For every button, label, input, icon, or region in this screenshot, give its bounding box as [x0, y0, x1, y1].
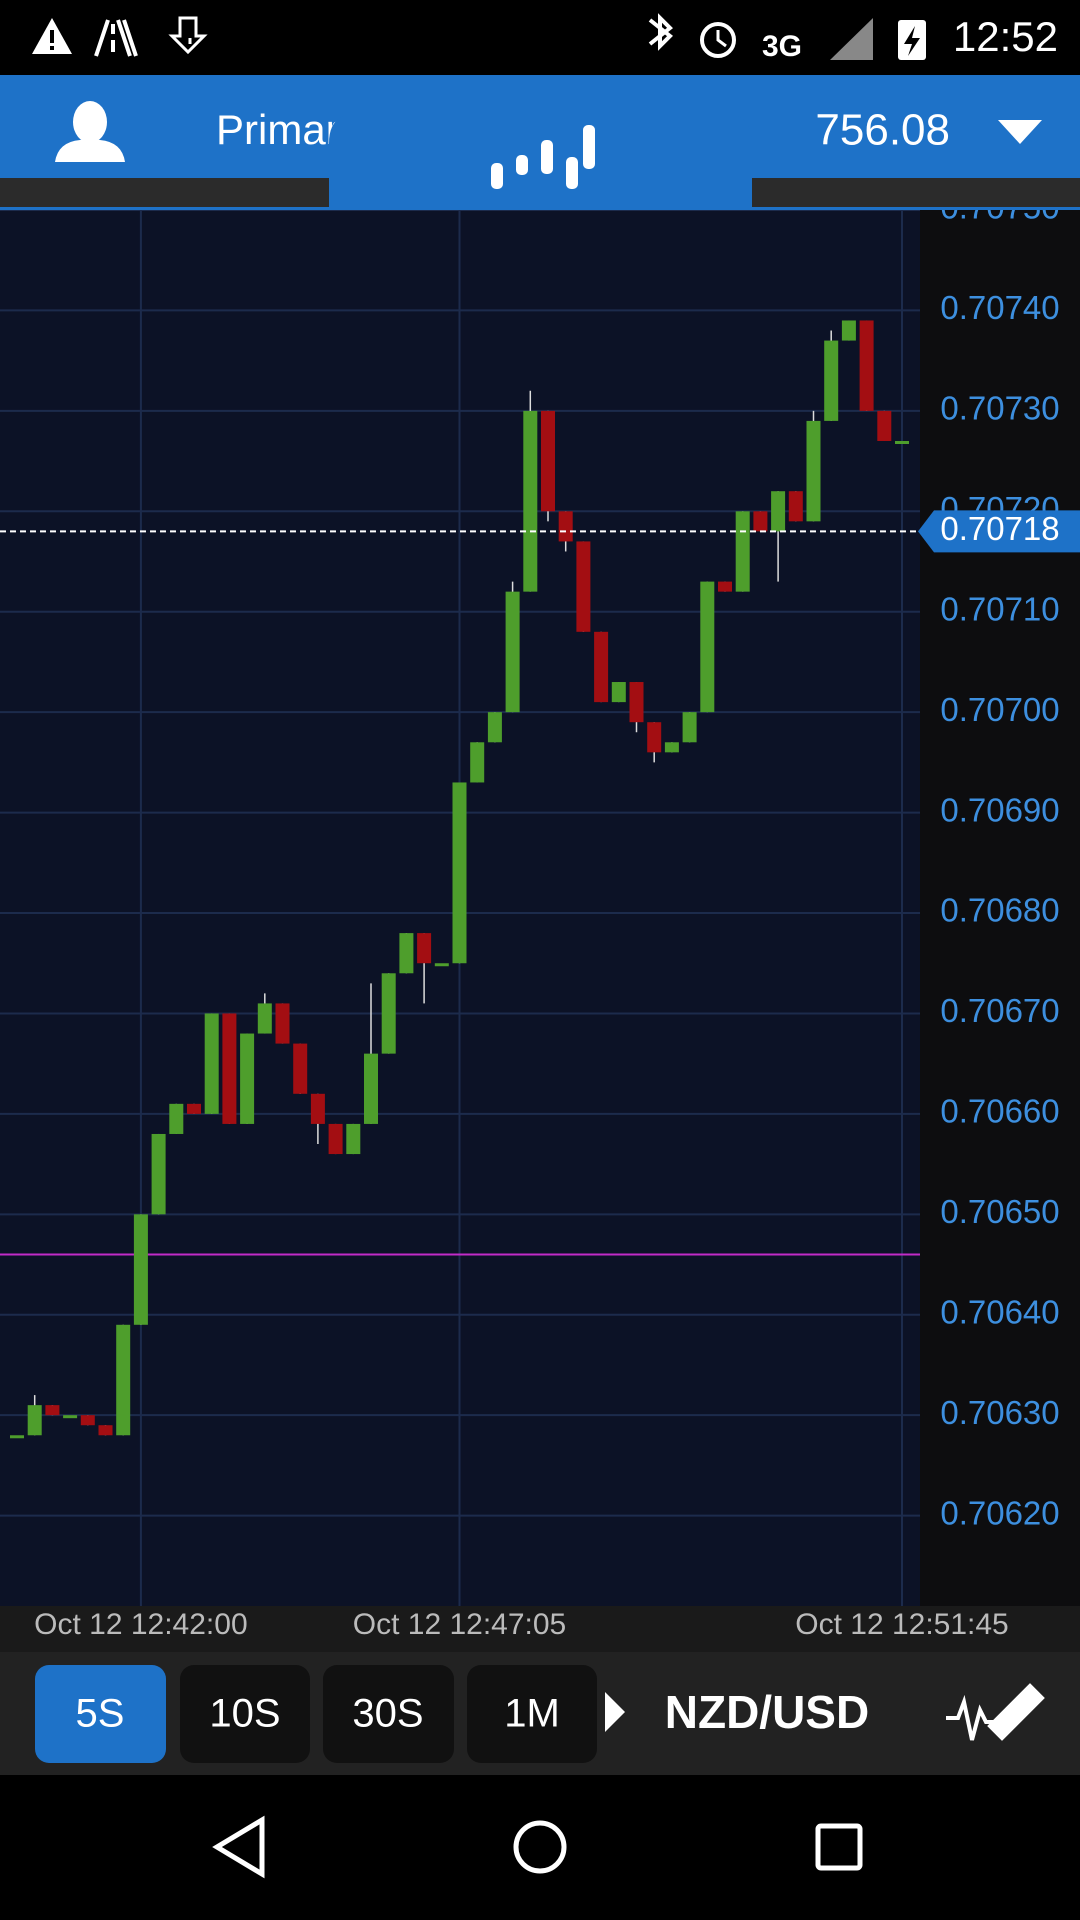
candle-body	[80, 1415, 95, 1426]
y-tick-label: 0.70690	[940, 791, 1059, 828]
candle-body	[594, 631, 609, 703]
balance: 756.08	[815, 106, 950, 155]
current-price-label: 0.70718	[940, 510, 1059, 547]
candle-body	[399, 933, 414, 974]
candle-body	[257, 1003, 272, 1034]
candle-body	[541, 410, 555, 512]
candle-body	[187, 1103, 201, 1114]
account-name[interactable]: Primar	[216, 106, 340, 153]
candle-body	[452, 782, 467, 964]
candle-body	[647, 722, 662, 753]
nav-back[interactable]	[212, 1815, 265, 1879]
candle-body	[505, 591, 520, 713]
candle-body	[381, 973, 396, 1054]
candle-body	[116, 1324, 131, 1436]
candle-body	[275, 1003, 290, 1044]
candle-body	[682, 712, 697, 743]
y-tick-label: 0.70660	[940, 1093, 1059, 1130]
candle-body	[735, 511, 750, 592]
y-tick-label: 0.70730	[940, 390, 1059, 427]
nav-recents[interactable]	[815, 1823, 863, 1871]
candle-body	[523, 410, 538, 592]
candle-body	[771, 491, 786, 532]
header-line	[0, 207, 1080, 210]
candle-body	[558, 511, 573, 542]
y-tick-label: 0.70670	[940, 992, 1059, 1029]
nav-home[interactable]	[513, 1820, 567, 1874]
candle-body	[434, 963, 449, 967]
clock: 12:52	[953, 13, 1058, 60]
candle-body	[470, 742, 485, 783]
interval-button[interactable]	[180, 1665, 310, 1763]
candle-body	[718, 581, 732, 592]
candle-body	[487, 712, 502, 743]
candle-body	[293, 1043, 308, 1094]
interval-button[interactable]	[323, 1665, 454, 1763]
more-arrow[interactable]	[605, 1692, 625, 1732]
candle-body	[10, 1435, 24, 1439]
candle-body	[824, 340, 839, 421]
chart-tab[interactable]	[329, 113, 752, 208]
candle-body	[169, 1103, 184, 1134]
candle-body	[328, 1123, 343, 1155]
y-tick-label: 0.70680	[940, 892, 1059, 929]
candle-body	[753, 511, 768, 532]
interval-label[interactable]: 10S	[209, 1692, 280, 1736]
y-tick-label: 0.70700	[940, 691, 1059, 728]
account-icon[interactable]	[55, 101, 125, 162]
candle-body	[700, 581, 715, 713]
candle-body	[629, 682, 644, 723]
candle-body	[240, 1033, 255, 1124]
candle-body	[151, 1133, 166, 1215]
y-tick-label: 0.70640	[940, 1293, 1059, 1330]
candle-body	[27, 1405, 42, 1436]
candle-body	[222, 1013, 237, 1124]
y-tick-label: 0.70630	[940, 1394, 1059, 1431]
candle-body	[98, 1425, 113, 1436]
candle-body	[877, 410, 892, 441]
candle-body	[346, 1123, 361, 1155]
y-tick-label: 0.70620	[940, 1494, 1059, 1531]
candle-body	[841, 320, 856, 341]
candle-body	[806, 420, 821, 522]
candle-body	[895, 440, 909, 444]
x-axis-strip	[0, 1606, 1080, 1652]
candle-body	[45, 1405, 60, 1416]
candle-body	[664, 742, 679, 753]
axis-panel	[920, 208, 1080, 1606]
candle-body	[63, 1415, 78, 1419]
candle-body	[364, 1053, 378, 1124]
candle-body	[310, 1093, 325, 1124]
x-tick-label: Oct 12 12:42:00	[34, 1608, 248, 1641]
interval-label[interactable]: 30S	[352, 1692, 423, 1736]
x-tick-label: Oct 12 12:47:05	[353, 1608, 567, 1641]
interval-button[interactable]	[467, 1665, 597, 1763]
y-tick-label: 0.70740	[940, 289, 1059, 326]
y-tick-label: 0.70710	[940, 590, 1059, 627]
interval-label[interactable]: 1M	[504, 1692, 560, 1736]
interval-label[interactable]: 5S	[76, 1692, 125, 1736]
candle-body	[133, 1214, 148, 1325]
candle-body	[788, 491, 803, 522]
nav-bar	[0, 1775, 1080, 1920]
current-price-box	[918, 510, 1080, 553]
chart-tab-icon	[491, 125, 595, 189]
candle-body	[611, 682, 626, 703]
candle-body	[204, 1013, 219, 1114]
dropdown-arrow[interactable]	[998, 120, 1042, 144]
draw-tool-icon[interactable]	[946, 1683, 1045, 1741]
candle-body	[576, 541, 591, 632]
candlestick-chart: 0.70620 0.70630 0.70640 0.70650 0.70660 0.706…	[0, 189, 1080, 1641]
status-icons	[32, 13, 926, 60]
currency-pair[interactable]: NZD/USD	[665, 1686, 869, 1738]
candle-body	[859, 320, 874, 411]
y-tick-label: 0.70650	[940, 1193, 1059, 1230]
network-type: 3G	[762, 30, 802, 63]
x-tick-label: Oct 12 12:51:45	[795, 1608, 1009, 1641]
candle-body	[417, 933, 432, 964]
interval-button[interactable]	[35, 1665, 166, 1763]
